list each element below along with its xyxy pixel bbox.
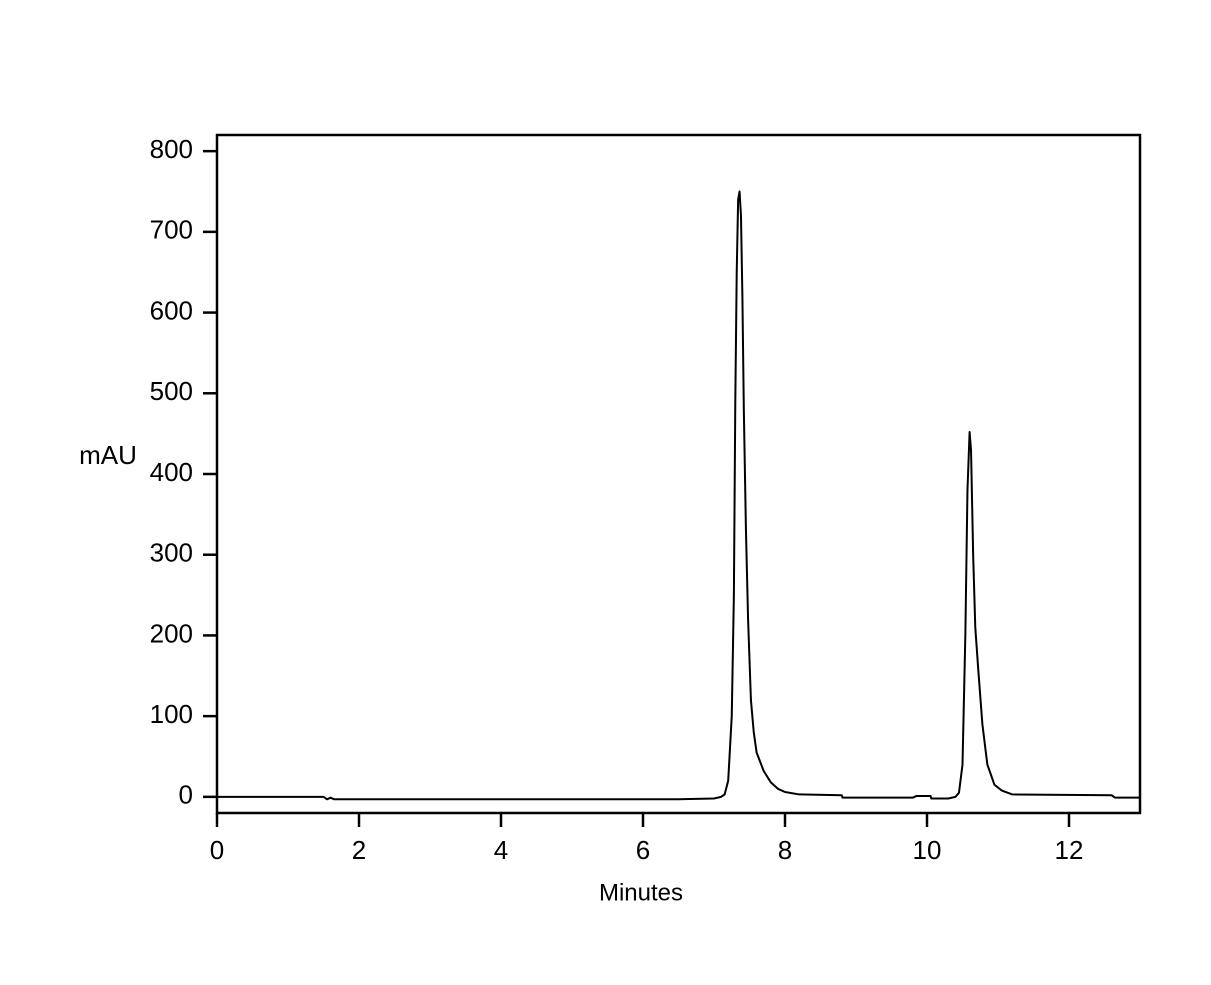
y-tick-label: 800 (150, 134, 193, 164)
y-tick-label: 400 (150, 457, 193, 487)
plot-frame (215, 133, 1142, 815)
x-tick-label: 10 (913, 835, 942, 865)
y-tick-label: 0 (179, 780, 193, 810)
x-axis-label: Minutes (599, 879, 683, 906)
y-tick-label: 100 (150, 699, 193, 729)
y-tick-label: 300 (150, 538, 193, 568)
data-line (217, 190, 1140, 801)
y-axis-label: mAU (79, 440, 137, 470)
x-tick-label: 0 (210, 835, 224, 865)
x-tick-label: 6 (636, 835, 650, 865)
y-tick-label: 600 (150, 295, 193, 325)
x-tick-label: 12 (1055, 835, 1084, 865)
y-tick-label: 200 (150, 618, 193, 648)
x-tick-label: 4 (494, 835, 508, 865)
y-tick-label: 500 (150, 376, 193, 406)
x-tick-label: 2 (352, 835, 366, 865)
y-tick-label: 700 (150, 215, 193, 245)
x-tick-label: 8 (778, 835, 792, 865)
